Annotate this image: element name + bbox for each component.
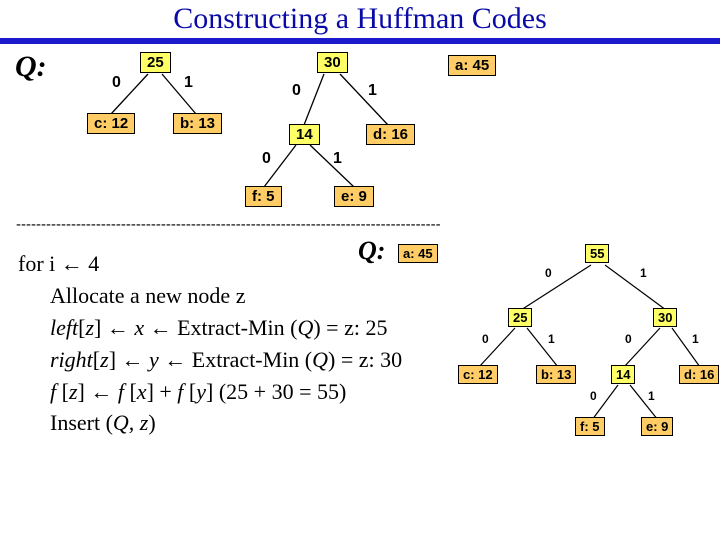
- pseudo-line-5: f [z] ← f [x] + f [y] (25 + 30 = 55): [18, 376, 458, 408]
- node-b13b: b: 13: [536, 365, 576, 384]
- node-25: 25: [140, 52, 171, 73]
- edge-b1c: 1: [692, 332, 699, 346]
- pseudo-line-3: left[z] ← x ← Extract-Min (Q) = z: 25: [18, 312, 458, 344]
- node-55: 55: [585, 244, 609, 263]
- edge-b0b: 0: [482, 332, 489, 346]
- edge-1: 1: [184, 74, 193, 92]
- divider: ----------------------------------------…: [16, 216, 706, 233]
- node-e9: e: 9: [334, 186, 374, 207]
- pseudocode: for i ← 4 Allocate a new node z left[z] …: [18, 248, 458, 439]
- edge-1c: 1: [333, 150, 342, 168]
- edge-0: 0: [112, 74, 121, 92]
- node-f5b: f: 5: [575, 417, 605, 436]
- pseudo-line-6: Insert (Q, z): [18, 407, 458, 439]
- q-label-bottom: Q:: [358, 236, 385, 266]
- node-a45-bottom: a: 45: [398, 244, 438, 263]
- title-underline: [0, 38, 720, 44]
- node-30: 30: [317, 52, 348, 73]
- node-14b: 14: [611, 365, 635, 384]
- node-f5: f: 5: [245, 186, 282, 207]
- edge-b1: 1: [640, 266, 647, 280]
- edge-b0c: 0: [625, 332, 632, 346]
- edge-b0: 0: [545, 266, 552, 280]
- pseudo-line-2: Allocate a new node z: [18, 280, 458, 312]
- node-a45-top: a: 45: [448, 55, 496, 76]
- node-b13: b: 13: [173, 113, 222, 134]
- edge-0c: 0: [262, 150, 271, 168]
- edge-1b: 1: [368, 82, 377, 100]
- node-d16: d: 16: [366, 124, 415, 145]
- title-bar: Constructing a Huffman Codes: [0, 0, 720, 38]
- node-c12b: c: 12: [458, 365, 498, 384]
- node-c12: c: 12: [87, 113, 135, 134]
- edge-b0d: 0: [590, 389, 597, 403]
- pseudo-line-1: for i ← 4: [18, 248, 458, 280]
- edge-0b: 0: [292, 82, 301, 100]
- edge-b1d: 1: [648, 389, 655, 403]
- node-14: 14: [289, 124, 320, 145]
- node-e9b: e: 9: [641, 417, 673, 436]
- node-25b: 25: [508, 308, 532, 327]
- page-title: Constructing a Huffman Codes: [173, 2, 547, 36]
- node-d16b: d: 16: [679, 365, 719, 384]
- edge-b1b: 1: [548, 332, 555, 346]
- pseudo-line-4: right[z] ← y ← Extract-Min (Q) = z: 30: [18, 344, 458, 376]
- q-label-top: Q:: [15, 50, 47, 84]
- node-30b: 30: [653, 308, 677, 327]
